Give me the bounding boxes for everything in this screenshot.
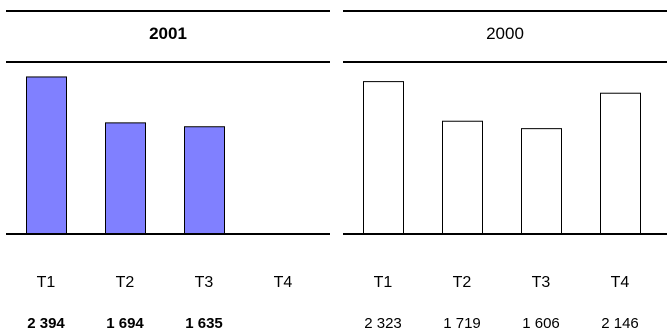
bar-t2 bbox=[105, 122, 146, 235]
x-tick-label: T1 bbox=[37, 274, 56, 291]
bar-t1 bbox=[26, 76, 67, 235]
data-value-label: 2 146 bbox=[601, 315, 639, 332]
bar-t1 bbox=[363, 81, 404, 235]
x-tick-label: T4 bbox=[611, 274, 630, 291]
data-value-label: 1 635 bbox=[185, 315, 223, 332]
bar-chart-2000: T1 T2 T3 T4 2 323 1 719 1 606 2 146 bbox=[343, 81, 667, 332]
chart-title: 2000 bbox=[486, 24, 524, 43]
bar-t2 bbox=[442, 120, 483, 235]
data-value-label: 1 719 bbox=[443, 315, 481, 332]
x-tick-label: T2 bbox=[116, 274, 135, 291]
x-tick-label: T3 bbox=[195, 274, 214, 291]
x-tick-label: T2 bbox=[453, 274, 472, 291]
header-rule bbox=[6, 61, 330, 63]
chart-panel-2000: 2000 T1 T2 T3 T4 2 323 1 719 1 606 2 146 bbox=[343, 10, 667, 333]
data-value-label: 1 606 bbox=[522, 315, 560, 332]
bar-chart-2001: T1 T2 T3 T4 2 394 1 694 1 635 bbox=[6, 76, 330, 332]
bar-t4 bbox=[600, 92, 641, 235]
bar-t3 bbox=[184, 126, 225, 235]
chart-panel-2001: 2001 T1 T2 T3 T4 2 394 1 694 1 635 bbox=[6, 10, 330, 333]
data-value-label: 1 694 bbox=[106, 315, 144, 332]
x-tick-label: T3 bbox=[532, 274, 551, 291]
x-tick-label: T4 bbox=[274, 274, 293, 291]
top-rule bbox=[6, 10, 330, 12]
x-tick-label: T1 bbox=[374, 274, 393, 291]
header-rule bbox=[343, 61, 667, 63]
chart-title: 2001 bbox=[149, 24, 187, 43]
top-rule bbox=[343, 10, 667, 12]
data-value-label: 2 323 bbox=[364, 315, 402, 332]
data-value-label: 2 394 bbox=[27, 315, 65, 332]
bar-t3 bbox=[521, 128, 562, 235]
